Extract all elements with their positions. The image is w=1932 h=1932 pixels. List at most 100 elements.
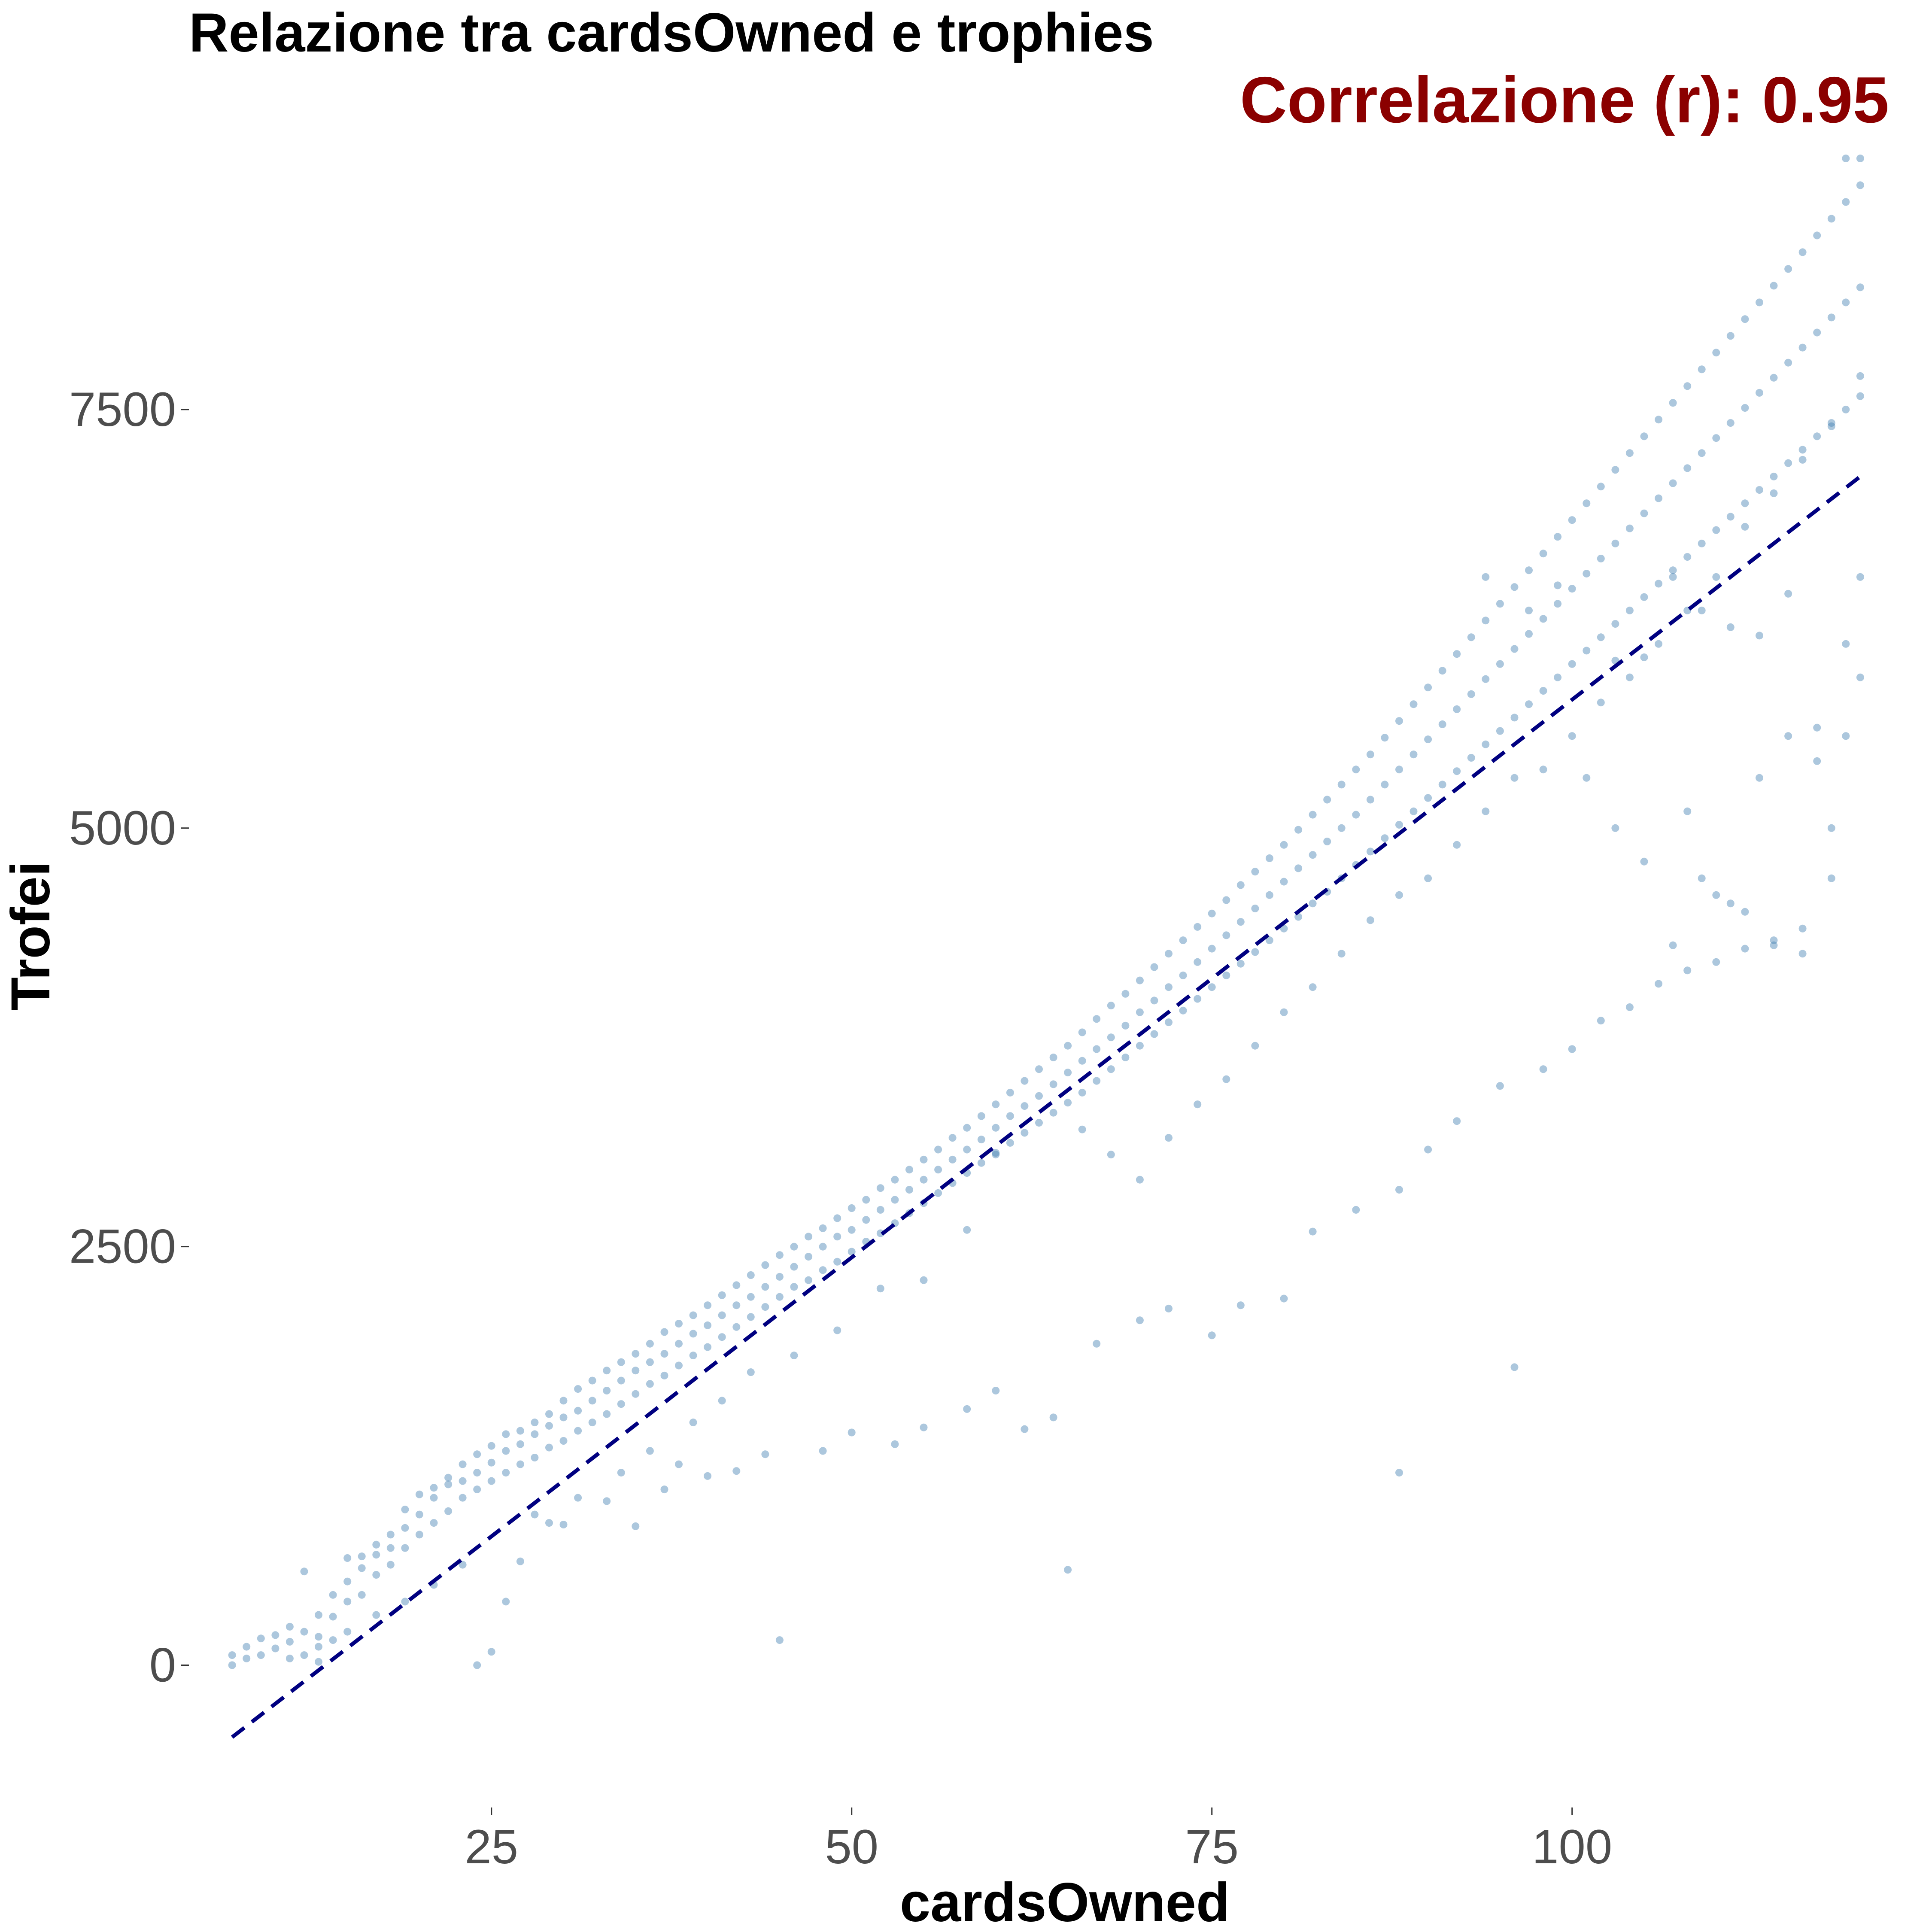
data-point: [1424, 1145, 1432, 1154]
data-point: [372, 1571, 380, 1579]
data-point: [1453, 1117, 1461, 1125]
data-point: [415, 1490, 423, 1498]
data-point: [1093, 1077, 1101, 1085]
data-point: [632, 1350, 640, 1358]
data-point: [1683, 553, 1692, 561]
data-point: [1467, 633, 1475, 641]
data-point: [1194, 995, 1202, 1003]
data-point: [761, 1283, 769, 1291]
data-point: [876, 1285, 884, 1293]
data-point: [1539, 1065, 1547, 1073]
data-point: [415, 1531, 423, 1539]
data-point: [588, 1419, 596, 1427]
data-point: [1583, 499, 1591, 507]
data-point: [1021, 1102, 1029, 1110]
data-point: [1309, 811, 1317, 819]
data-point: [1683, 382, 1692, 390]
data-point: [992, 1387, 1000, 1394]
data-point: [1222, 1075, 1230, 1083]
data-point: [473, 1661, 481, 1669]
data-point: [1856, 573, 1864, 581]
data-point: [1827, 824, 1835, 832]
data-point: [920, 1423, 928, 1431]
data-point: [992, 1151, 1000, 1159]
data-point: [1741, 499, 1749, 507]
data-point: [1669, 399, 1677, 407]
data-point: [588, 1397, 596, 1405]
data-point: [1381, 834, 1389, 842]
data-point: [516, 1557, 524, 1565]
data-point: [588, 1376, 596, 1385]
data-point: [1150, 996, 1158, 1005]
data-point: [1856, 155, 1864, 162]
data-point: [401, 1598, 409, 1606]
data-point: [559, 1437, 568, 1445]
data-point: [617, 1469, 625, 1477]
data-point: [1827, 422, 1835, 430]
data-point: [1496, 660, 1504, 668]
data-point: [920, 1276, 928, 1284]
data-point: [732, 1467, 741, 1475]
data-point: [1366, 750, 1374, 759]
data-point: [1323, 838, 1331, 845]
data-point: [1741, 522, 1749, 531]
data-point: [1770, 936, 1778, 945]
data-point: [675, 1361, 683, 1370]
data-point: [315, 1643, 322, 1651]
data-point: [516, 1427, 524, 1435]
data-point: [790, 1263, 798, 1271]
data-point: [1222, 971, 1230, 979]
trend-line: [231, 475, 1862, 1739]
data-point: [1770, 472, 1778, 480]
data-point: [459, 1561, 467, 1569]
data-point: [1265, 854, 1273, 862]
data-point: [1583, 570, 1591, 578]
data-point: [1756, 632, 1763, 640]
data-point: [891, 1440, 899, 1448]
data-point: [1410, 750, 1418, 759]
chart-title: Relazione tra cardsOwned e trophies: [189, 2, 1154, 64]
data-point: [1121, 990, 1130, 998]
data-point: [819, 1266, 827, 1274]
data-point: [1798, 950, 1807, 958]
data-point: [1655, 416, 1663, 424]
data-point: [1756, 486, 1763, 494]
data-point: [487, 1477, 495, 1485]
data-point: [1165, 1018, 1173, 1027]
data-point: [300, 1628, 308, 1636]
data-point: [1093, 1045, 1101, 1053]
data-point: [963, 1124, 971, 1132]
data-point: [689, 1419, 697, 1427]
data-point: [545, 1422, 553, 1430]
data-point: [963, 1145, 971, 1154]
data-point: [1236, 960, 1245, 968]
data-point: [704, 1472, 712, 1480]
data-point: [1712, 573, 1720, 581]
data-point: [732, 1281, 741, 1289]
data-point: [1352, 766, 1360, 774]
data-point: [415, 1510, 423, 1519]
data-point: [905, 1186, 913, 1194]
data-point: [271, 1631, 279, 1639]
data-point: [718, 1311, 726, 1319]
data-point: [805, 1253, 813, 1261]
data-point: [1222, 896, 1230, 904]
data-point: [1150, 963, 1158, 971]
data-point: [1208, 909, 1216, 917]
data-point: [1625, 524, 1634, 532]
data-point: [1021, 1129, 1029, 1137]
data-point: [675, 1340, 683, 1348]
data-point: [1525, 566, 1533, 574]
data-point: [1597, 1017, 1605, 1025]
data-point: [1726, 899, 1735, 908]
data-point: [1064, 1566, 1072, 1574]
data-point: [358, 1591, 366, 1599]
data-point: [473, 1469, 481, 1477]
data-point: [574, 1494, 582, 1502]
data-point: [1179, 971, 1187, 979]
data-point: [617, 1400, 625, 1408]
data-point: [1280, 1008, 1288, 1016]
data-point: [1784, 589, 1792, 598]
data-point: [1381, 781, 1389, 789]
data-point: [761, 1261, 769, 1269]
